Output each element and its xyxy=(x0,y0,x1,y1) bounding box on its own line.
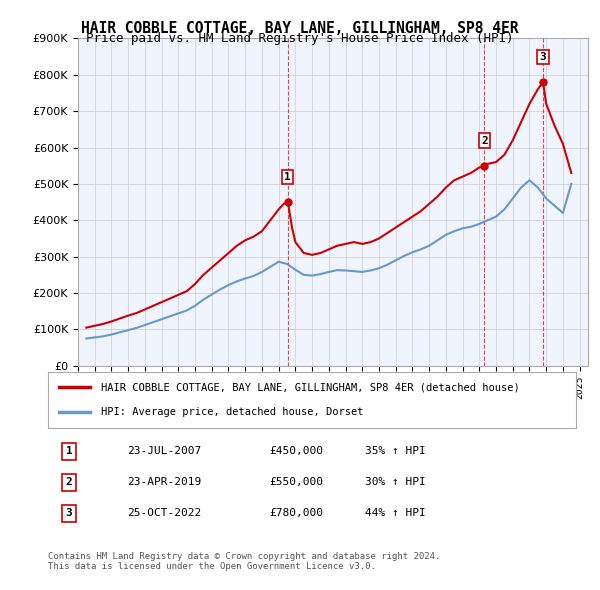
Text: 3: 3 xyxy=(539,52,547,62)
Text: 2: 2 xyxy=(66,477,73,487)
Text: £550,000: £550,000 xyxy=(270,477,324,487)
Text: 3: 3 xyxy=(66,509,73,519)
Text: HAIR COBBLE COTTAGE, BAY LANE, GILLINGHAM, SP8 4ER (detached house): HAIR COBBLE COTTAGE, BAY LANE, GILLINGHA… xyxy=(101,382,520,392)
Text: 2: 2 xyxy=(481,136,488,146)
Text: 1: 1 xyxy=(66,446,73,456)
Text: Price paid vs. HM Land Registry's House Price Index (HPI): Price paid vs. HM Land Registry's House … xyxy=(86,32,514,45)
Text: HAIR COBBLE COTTAGE, BAY LANE, GILLINGHAM, SP8 4ER: HAIR COBBLE COTTAGE, BAY LANE, GILLINGHA… xyxy=(81,21,519,35)
Text: 1: 1 xyxy=(284,172,291,182)
Text: HPI: Average price, detached house, Dorset: HPI: Average price, detached house, Dors… xyxy=(101,407,364,417)
Text: 23-APR-2019: 23-APR-2019 xyxy=(127,477,202,487)
Text: 30% ↑ HPI: 30% ↑ HPI xyxy=(365,477,425,487)
Text: £450,000: £450,000 xyxy=(270,446,324,456)
Text: Contains HM Land Registry data © Crown copyright and database right 2024.
This d: Contains HM Land Registry data © Crown c… xyxy=(48,552,440,571)
Text: 25-OCT-2022: 25-OCT-2022 xyxy=(127,509,202,519)
Text: 35% ↑ HPI: 35% ↑ HPI xyxy=(365,446,425,456)
Text: 23-JUL-2007: 23-JUL-2007 xyxy=(127,446,202,456)
Text: 44% ↑ HPI: 44% ↑ HPI xyxy=(365,509,425,519)
Text: £780,000: £780,000 xyxy=(270,509,324,519)
